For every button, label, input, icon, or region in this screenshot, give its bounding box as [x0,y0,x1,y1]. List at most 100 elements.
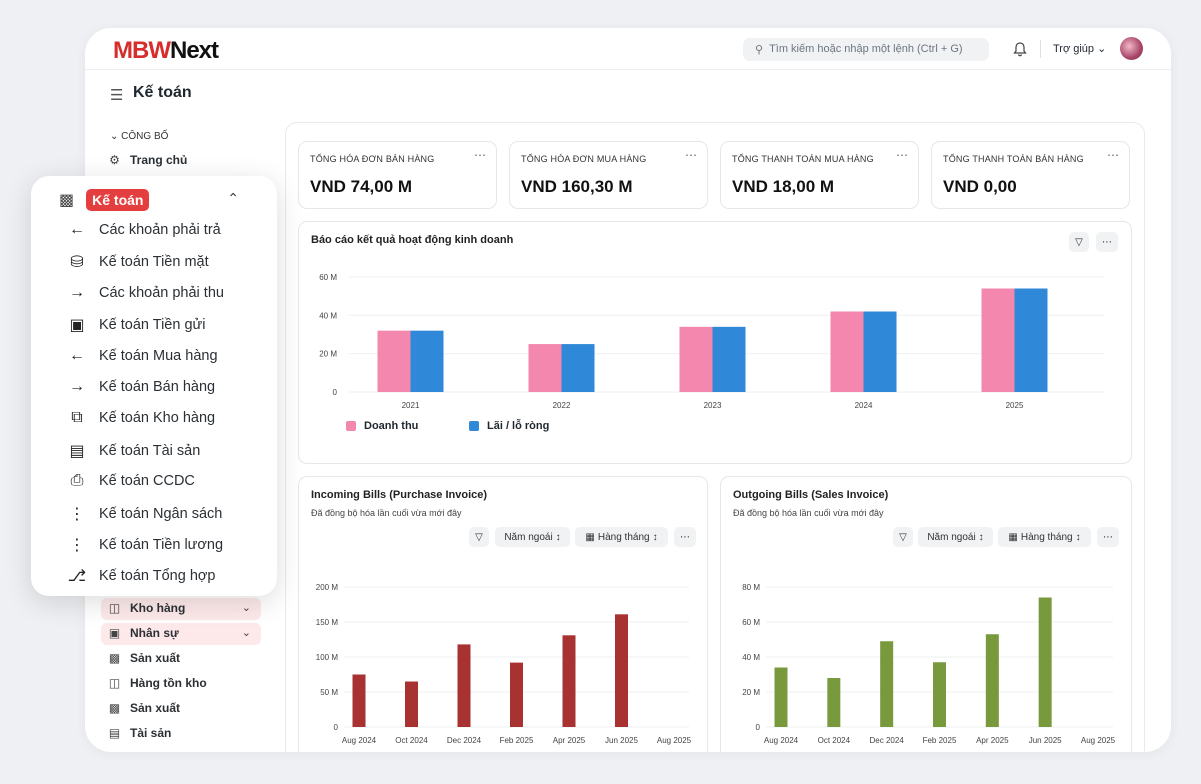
briefcase-icon: ▣ [108,626,121,640]
select-value: Hàng tháng [597,531,650,543]
hamburger-icon[interactable]: ☰ [110,87,124,104]
kpi-card[interactable]: TỔNG HÓA ĐƠN MUA HÀNG ⋯ VND 160,30 M [509,141,708,209]
more-button[interactable]: ⋯ [674,527,696,547]
popup-menu-item[interactable]: ⎙ Kế toán CCDC [67,472,195,490]
kpi-card[interactable]: TỔNG HÓA ĐƠN BÁN HÀNG ⋯ VND 74,00 M [298,141,497,209]
sidebar-item-label: Kho hàng [130,601,186,615]
legend-item[interactable]: Doanh thu [346,420,418,432]
sidebar-item-label: Hàng tồn kho [130,676,207,690]
sidebar-item-production[interactable]: ▩ Sản xuất [107,651,180,665]
popup-header[interactable]: ▩ Kế toán [59,189,150,211]
more-icon[interactable]: ⋯ [685,148,697,162]
bar [352,674,366,727]
interval-select[interactable]: ▦ Hàng tháng ↕ [998,527,1091,547]
filter-icon[interactable]: ▽ [893,527,913,547]
business-report-chart: 0 20 M 40 M 60 M 2021 2022 2023 2024 2025 [319,273,1104,410]
more-icon[interactable]: ⋯ [896,148,908,162]
popup-menu-item[interactable]: ⧉ Kế toán Kho hàng [67,409,215,427]
kpi-card[interactable]: TỔNG THANH TOÁN BÁN HÀNG ⋯ VND 0,00 [931,141,1130,209]
sidebar-item-hr[interactable]: ▣ Nhân sự [107,626,179,640]
period-select[interactable]: Năm ngoái ↕ [918,527,993,547]
legend-item[interactable]: Lãi / lỗ ròng [469,420,549,432]
popup-menu-item[interactable]: ⎇ Kế toán Tổng hợp [67,566,216,586]
arrow-left-icon: ← [69,346,85,364]
calendar-icon: ▦ [585,531,595,543]
popup-menu-label: Kế toán Tổng hợp [99,568,216,585]
more-icon[interactable]: ⋯ [474,148,486,162]
x-tick-label: 2022 [553,401,571,410]
y-tick-label: 80 M [742,583,760,592]
sidebar-item-label: Trang chủ [130,153,188,167]
dots-vertical-icon: ⋮ [69,537,85,554]
legend-label: Doanh thu [364,420,419,432]
x-tick-label: Feb 2025 [500,736,534,745]
sidebar-item-assets[interactable]: ▤ Tài sản [107,726,172,740]
box-icon: ◫ [108,676,121,690]
popup-menu-item[interactable]: → Các khoản phải thu [67,284,224,302]
popup-menu-item[interactable]: ← Kế toán Mua hàng [67,347,218,365]
sidebar-item-inventory[interactable]: ◫ Hàng tồn kho [107,676,207,690]
sidebar-item-label: Tài sản [130,726,172,740]
popup-menu-item[interactable]: ← Các khoản phải trả [67,221,221,239]
popup-menu-item[interactable]: → Kế toán Bán hàng [67,378,215,396]
bar [985,634,999,727]
sidebar-item-production-2[interactable]: ▩ Sản xuất [107,701,180,715]
x-tick-label: Feb 2025 [923,736,957,745]
y-tick-label: 40 M [319,311,337,320]
period-select[interactable]: Năm ngoái ↕ [495,527,570,547]
y-tick-label: 20 M [742,688,760,697]
outgoing-bills-card: Outgoing Bills (Sales Invoice) Đã đồng b… [720,476,1132,752]
popup-menu-item[interactable]: ⋮ Kế toán Ngân sách [67,504,222,524]
more-icon[interactable]: ⋯ [1107,148,1119,162]
sidebar-item-warehouse[interactable]: ◫ Kho hàng [107,601,186,615]
kpi-value: VND 18,00 M [732,177,835,196]
popup-menu-item[interactable]: ▣ Kế toán Tiền gửi [67,315,205,335]
y-tick-label: 50 M [320,688,338,697]
bar [827,678,841,727]
updown-icon: ↕ [652,531,658,543]
popup-menu-label: Kế toán Tiền gửi [99,317,206,334]
x-tick-label: Dec 2024 [870,736,905,745]
page-title: Kế toán [133,84,192,101]
topbar: MBWNext ⚲ Tìm kiếm hoặc nhập một lệnh (C… [85,28,1171,70]
popup-menu-label: Kế toán Kho hàng [99,410,216,427]
search-input[interactable]: ⚲ Tìm kiếm hoặc nhập một lệnh (Ctrl + G) [743,38,989,61]
kpi-card[interactable]: TỔNG THANH TOÁN MUA HÀNG ⋯ VND 18,00 M [720,141,919,209]
chevron-down-icon: ⌄ [1097,43,1107,55]
app-logo[interactable]: MBWNext [113,37,219,65]
sidebar-item-highlight[interactable]: ⌄ [101,623,261,645]
chart-subtitle: Đã đồng bộ hóa lần cuối vừa mới đây [311,508,462,518]
popup-menu-item[interactable]: ▤ Kế toán Tài sản [67,441,200,461]
popup-menu-label: Kế toán Tiền mặt [99,254,209,271]
chart-subtitle: Đã đồng bộ hóa lần cuối vừa mới đây [733,508,884,518]
bar [377,330,411,392]
dots-vertical-icon: ⋮ [69,505,85,523]
more-button[interactable]: ⋯ [1097,527,1119,547]
popup-menu-label: Kế toán Bán hàng [99,379,216,395]
bell-icon[interactable] [1013,41,1027,57]
filter-icon[interactable]: ▽ [469,527,489,547]
help-menu[interactable]: Trợ giúp ⌄ [1053,42,1106,55]
x-tick-label: Oct 2024 [818,736,851,745]
chevron-up-icon[interactable]: ⌃ [227,190,239,206]
kpi-label: TỔNG HÓA ĐƠN BÁN HÀNG [310,154,435,164]
avatar[interactable] [1120,37,1143,60]
bar [679,326,713,392]
popup-menu-item[interactable]: ⛁ Kế toán Tiền mặt [67,252,209,272]
x-tick-label: Aug 2025 [657,736,692,745]
x-tick-label: Aug 2024 [342,736,377,745]
sidebar-item-home[interactable]: ⚙ Trang chủ [107,153,187,167]
outgoing-bills-chart: 0 20 M 40 M 60 M 80 M Aug 2024 Oct 2024 Dec 202… [742,583,1115,745]
sidebar-section-label[interactable]: ⌄ CÔNG BỐ [110,131,168,142]
sidebar-item-highlight[interactable]: ⌄ [101,598,261,620]
x-tick-label: Jun 2025 [1029,736,1062,745]
divider [1040,40,1041,58]
filter-icon[interactable]: ▽ [1069,232,1089,252]
chevron-down-icon: ⌄ [241,627,251,639]
arrow-right-icon: → [69,283,85,301]
interval-select[interactable]: ▦ Hàng tháng ↕ [575,527,668,547]
more-button[interactable]: ⋯ [1096,232,1118,252]
popup-menu-item[interactable]: ⋮ Kế toán Tiền lương [67,535,223,555]
kpi-label: TỔNG THANH TOÁN BÁN HÀNG [943,154,1084,164]
bar [1038,597,1052,727]
